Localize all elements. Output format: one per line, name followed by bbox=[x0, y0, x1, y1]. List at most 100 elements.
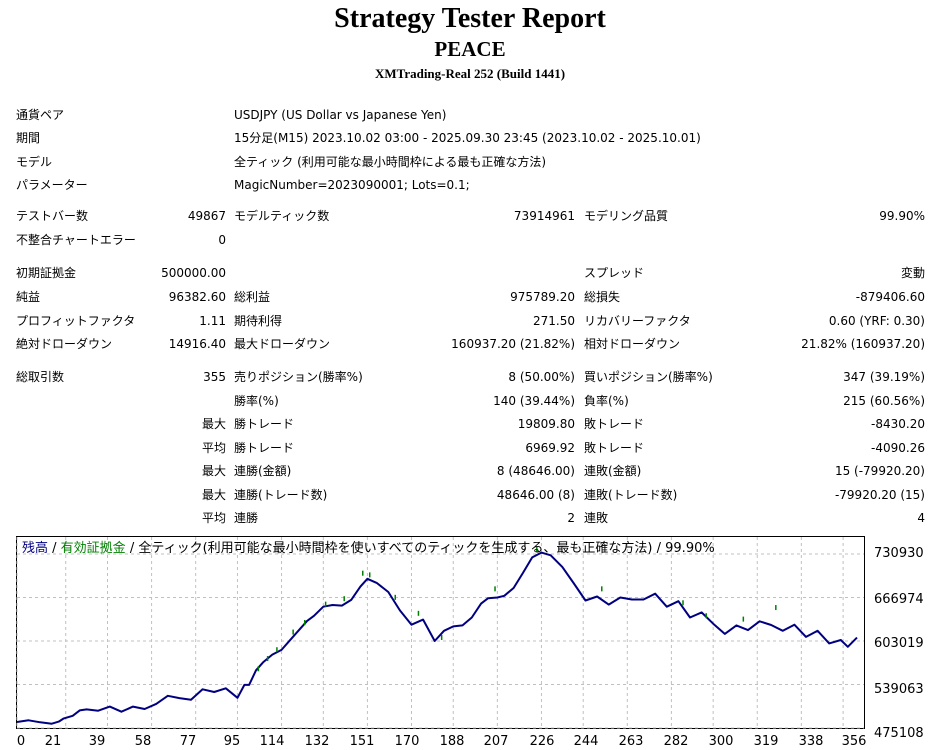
quality-value: 99.90% bbox=[879, 209, 925, 223]
gross-loss-label: 総損失 bbox=[584, 290, 621, 304]
abs-drawdown-label: 絶対ドローダウン bbox=[16, 337, 113, 351]
y-tick-label: 730930 bbox=[874, 546, 924, 561]
x-tick-label: 95 bbox=[223, 734, 241, 749]
deposit-value: 500000.00 bbox=[161, 266, 226, 280]
x-tick-label: 356 bbox=[841, 734, 867, 749]
rel-drawdown-label: 相対ドローダウン bbox=[584, 337, 681, 351]
loss-rate-label: 負率(%) bbox=[584, 394, 629, 408]
chart-grid bbox=[16, 537, 864, 729]
account-build: XMTrading-Real 252 (Build 1441) bbox=[374, 66, 566, 81]
mismatch-label: 不整合チャートエラー bbox=[16, 233, 136, 247]
recovery-factor-label: リカバリーファクタ bbox=[584, 314, 691, 328]
x-tick-label: 263 bbox=[618, 734, 644, 749]
model-value: 全ティック (利用可能な最小時間枠による最も正確な方法) bbox=[234, 155, 547, 169]
total-trades-value: 355 bbox=[203, 370, 226, 384]
period-value: 15分足(M15) 2023.10.02 03:00 - 2025.09.30 … bbox=[234, 131, 701, 145]
consec-loss-money-label: 連敗(金額) bbox=[584, 464, 642, 478]
legend-balance: 残高 bbox=[22, 541, 49, 556]
balance-chart bbox=[16, 536, 865, 729]
avg-loss-label: 敗トレード bbox=[584, 441, 645, 455]
x-tick-label: 282 bbox=[663, 734, 689, 749]
symbol-label: 通貨ペア bbox=[16, 108, 65, 122]
x-tick-label: 39 bbox=[88, 734, 106, 749]
short-positions-label: 売りポジション(勝率%) bbox=[234, 370, 363, 384]
chart-legend: 残高 / 有効証拠金 / 全ティック(利用可能な最小時間枠を使いすべてのティック… bbox=[22, 537, 715, 556]
largest-loss-value: -8430.20 bbox=[871, 417, 925, 431]
legend-sep-1: / bbox=[48, 541, 61, 556]
win-rate-label: 勝率(%) bbox=[234, 394, 279, 408]
long-positions-label: 買いポジション(勝率%) bbox=[584, 370, 713, 384]
largest-win-value: 19809.80 bbox=[517, 417, 575, 431]
x-tick-label: 226 bbox=[529, 734, 555, 749]
max-drawdown-value: 160937.20 (21.82%) bbox=[451, 337, 575, 351]
consec-loss-money-value: 15 (-79920.20) bbox=[834, 464, 925, 478]
bars-value: 49867 bbox=[187, 209, 226, 223]
y-tick-label: 603019 bbox=[874, 636, 924, 651]
avg-win-label: 勝トレード bbox=[234, 441, 295, 455]
profit-factor-label: プロフィットファクタ bbox=[16, 314, 136, 328]
avg-consec-win-value: 2 bbox=[567, 511, 575, 525]
x-tick-label: 319 bbox=[753, 734, 779, 749]
consec-win-money-label: 連勝(金額) bbox=[234, 464, 292, 478]
mismatch-value: 0 bbox=[218, 233, 226, 247]
largest-win-label: 勝トレード bbox=[234, 417, 295, 431]
bars-label: テストバー数 bbox=[16, 209, 89, 223]
largest-loss-label: 敗トレード bbox=[584, 417, 645, 431]
consec-win-money-value: 8 (48646.00) bbox=[496, 464, 575, 478]
legend-equity: 有効証拠金 bbox=[60, 541, 126, 556]
model-label: モデル bbox=[16, 155, 53, 169]
period-label: 期間 bbox=[16, 131, 41, 145]
consec-loss-count-label: 連敗(トレード数) bbox=[584, 488, 678, 502]
params-value: MagicNumber=2023090001; Lots=0.1; bbox=[234, 178, 470, 192]
rel-drawdown-value: 21.82% (160937.20) bbox=[801, 337, 925, 351]
x-tick-label: 132 bbox=[304, 734, 330, 749]
deposit-label: 初期証拠金 bbox=[16, 266, 77, 280]
equity-marks bbox=[257, 546, 777, 672]
x-tick-label: 300 bbox=[708, 734, 734, 749]
x-tick-label: 188 bbox=[439, 734, 465, 749]
loss-rate-value: 215 (60.56%) bbox=[843, 394, 925, 408]
gross-profit-value: 975789.20 bbox=[510, 290, 575, 304]
win-rate-value: 140 (39.44%) bbox=[493, 394, 575, 408]
legend-model-quality: 全ティック(利用可能な最小時間枠を使いすべてのティックを生成する、最も正確な方法… bbox=[138, 541, 715, 556]
x-tick-label: 114 bbox=[259, 734, 285, 749]
average-prefix: 平均 bbox=[201, 441, 226, 455]
total-trades-label: 総取引数 bbox=[16, 370, 65, 384]
x-tick-label: 338 bbox=[798, 734, 824, 749]
params-label: パラメーター bbox=[16, 178, 88, 192]
x-tick-label: 77 bbox=[179, 734, 197, 749]
avg-consec-win-label: 連勝 bbox=[234, 511, 259, 525]
net-profit-label: 純益 bbox=[16, 290, 41, 304]
avg-consec-loss-value: 4 bbox=[917, 511, 925, 525]
spread-value: 変動 bbox=[900, 266, 925, 280]
expert-name: PEACE bbox=[434, 37, 506, 61]
consec-win-count-value: 48646.00 (8) bbox=[496, 488, 575, 502]
expected-payoff-label: 期待利得 bbox=[234, 314, 283, 328]
y-tick-label: 666974 bbox=[874, 592, 924, 607]
consec-money-prefix: 最大 bbox=[201, 464, 226, 478]
abs-drawdown-value: 14916.40 bbox=[168, 337, 226, 351]
y-tick-label: 539063 bbox=[874, 682, 924, 697]
avg-consec-prefix: 平均 bbox=[201, 511, 226, 525]
max-drawdown-label: 最大ドローダウン bbox=[234, 337, 331, 351]
profit-factor-value: 1.11 bbox=[199, 314, 226, 328]
largest-prefix: 最大 bbox=[201, 417, 226, 431]
chart-frame bbox=[16, 536, 865, 729]
spread-label: スプレッド bbox=[584, 266, 645, 280]
symbol-value: USDJPY (US Dollar vs Japanese Yen) bbox=[234, 108, 447, 122]
net-profit-value: 96382.60 bbox=[168, 290, 226, 304]
x-tick-label: 207 bbox=[483, 734, 509, 749]
ticks-label: モデルティック数 bbox=[234, 209, 330, 223]
consec-count-prefix: 最大 bbox=[201, 488, 226, 502]
avg-loss-value: -4090.26 bbox=[871, 441, 925, 455]
y-tick-label: 475108 bbox=[874, 726, 924, 741]
quality-label: モデリング品質 bbox=[584, 209, 669, 223]
x-tick-label: 21 bbox=[44, 734, 62, 749]
x-tick-label: 170 bbox=[394, 734, 420, 749]
gross-profit-label: 総利益 bbox=[234, 290, 271, 304]
avg-win-value: 6969.92 bbox=[525, 441, 575, 455]
avg-consec-loss-label: 連敗 bbox=[584, 511, 609, 525]
long-positions-value: 347 (39.19%) bbox=[843, 370, 925, 384]
x-tick-label: 244 bbox=[573, 734, 599, 749]
consec-loss-count-value: -79920.20 (15) bbox=[834, 488, 925, 502]
